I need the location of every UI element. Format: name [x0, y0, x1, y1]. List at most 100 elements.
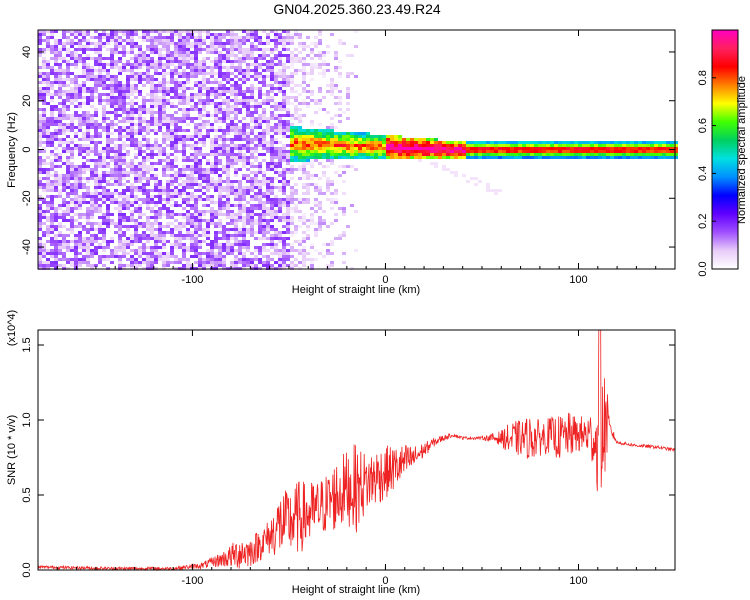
spectrogram-cell — [314, 234, 318, 237]
spectrogram-cell — [94, 30, 98, 33]
spectrogram-cell — [310, 219, 314, 222]
spectrogram-cell — [90, 210, 94, 213]
spectrogram-cell — [138, 189, 142, 192]
spectrogram-cell — [214, 147, 218, 150]
spectrogram-cell — [182, 252, 186, 255]
spectrogram-cell — [54, 216, 58, 219]
spectrogram-cell — [150, 111, 154, 114]
spectrogram-cell — [334, 69, 338, 72]
spectrogram-cell — [286, 33, 290, 36]
spectrogram-cell — [350, 147, 354, 150]
spectrogram-cell — [354, 156, 358, 159]
spectrogram-cell — [366, 135, 370, 138]
spectrogram-cell — [230, 54, 234, 57]
spectrogram-cell — [118, 42, 122, 45]
spectrogram-cell — [122, 171, 126, 174]
spectrogram-cell — [418, 147, 422, 150]
spectrogram-cell — [278, 42, 282, 45]
spectrogram-cell — [210, 252, 214, 255]
spectrogram-cell — [254, 111, 258, 114]
spectrogram-cell — [122, 105, 126, 108]
spectrogram-cell — [158, 150, 162, 153]
spectrogram-cell — [206, 78, 210, 81]
spectrogram-cell — [222, 231, 226, 234]
spectrogram-cell — [186, 63, 190, 66]
spectrogram-cell — [230, 165, 234, 168]
spectrogram-cell — [214, 87, 218, 90]
spectrogram-cell — [286, 114, 290, 117]
spectrogram-cell — [50, 237, 54, 240]
spectrogram-cell — [326, 153, 330, 156]
spectrogram-cell — [186, 75, 190, 78]
spectrogram-cell — [178, 192, 182, 195]
spectrogram-cell — [246, 99, 250, 102]
spectrogram-cell — [242, 153, 246, 156]
spectrogram-cell — [214, 108, 218, 111]
spectrogram-cell — [462, 156, 466, 159]
spectrogram-cell — [102, 174, 106, 177]
spectrogram-cell — [306, 201, 310, 204]
spectrogram-cell — [310, 213, 314, 216]
spectrogram-cell — [130, 201, 134, 204]
spectrogram-cell — [146, 33, 150, 36]
spectrogram-cell — [218, 54, 222, 57]
spectrogram-cell — [66, 63, 70, 66]
spectrogram-cell — [138, 213, 142, 216]
spectrogram-cell — [262, 54, 266, 57]
spectrogram-cell — [126, 144, 130, 147]
spectrogram-cell — [78, 45, 82, 48]
spectrogram-cell — [42, 189, 46, 192]
spectrogram-cell — [122, 90, 126, 93]
spectrogram-cell — [206, 168, 210, 171]
spectrogram-cell — [134, 129, 138, 132]
spectrogram-cell — [98, 48, 102, 51]
spectrogram-cell — [182, 165, 186, 168]
spectrogram-cell — [82, 81, 86, 84]
spectrogram-cell — [314, 150, 318, 153]
spectrogram-cell — [150, 81, 154, 84]
spectrogram-cell — [78, 201, 82, 204]
spectrogram-cell — [42, 210, 46, 213]
spectrogram-cell — [414, 138, 418, 141]
spectrogram-cell — [158, 90, 162, 93]
spectrogram-cell — [122, 183, 126, 186]
spectrogram-cell — [178, 120, 182, 123]
spectrogram-cell — [138, 51, 142, 54]
spectrogram-cell — [418, 138, 422, 141]
spectrogram-cell — [322, 132, 326, 135]
spectrogram-cell — [186, 180, 190, 183]
spectrogram-cell — [466, 150, 470, 153]
spectrogram-cell — [306, 177, 310, 180]
spectrogram-cell — [46, 75, 50, 78]
spectrogram-cell — [50, 84, 54, 87]
spectrogram-cell — [290, 165, 294, 168]
spectrogram-cell — [226, 192, 230, 195]
spectrogram-cell — [274, 105, 278, 108]
spectrogram-cell — [206, 93, 210, 96]
spectrogram-cell — [486, 150, 490, 153]
spectrogram-cell — [478, 141, 482, 144]
spectrogram-cell — [602, 147, 606, 150]
spectrogram-cell — [110, 57, 114, 60]
spectrogram-cell — [138, 198, 142, 201]
spectrogram-cell — [190, 186, 194, 189]
spectrogram-cell — [218, 255, 222, 258]
spectrogram-cell — [62, 81, 66, 84]
spectrogram-cell — [82, 72, 86, 75]
spectrogram-cell — [286, 183, 290, 186]
spectrogram-cell — [622, 141, 626, 144]
spectrogram-cell — [42, 168, 46, 171]
spectrogram-cell — [414, 147, 418, 150]
spectrogram-cell — [422, 153, 426, 156]
spectrogram-cell — [470, 153, 474, 156]
spectrogram-cell — [90, 99, 94, 102]
spectrogram-cell — [138, 105, 142, 108]
spectrogram-cell — [114, 117, 118, 120]
spectrogram-cell — [282, 264, 286, 267]
spectrogram-cell — [270, 105, 274, 108]
spectrogram-cell — [50, 228, 54, 231]
spectrogram-cell — [134, 66, 138, 69]
spectrogram-cell — [86, 222, 90, 225]
spectrogram-cell — [594, 156, 598, 159]
spectrogram-cell — [270, 75, 274, 78]
